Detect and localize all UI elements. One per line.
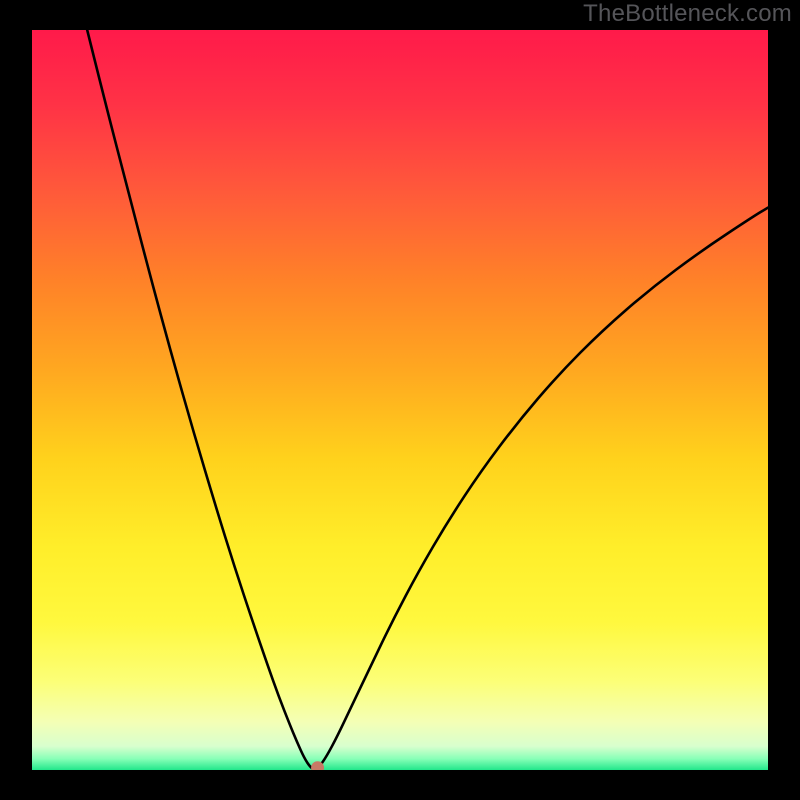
watermark-text: TheBottleneck.com <box>583 0 792 28</box>
plot-area <box>32 30 768 770</box>
chart-background-gradient <box>32 30 768 770</box>
chart-container: TheBottleneck.com <box>0 0 800 800</box>
